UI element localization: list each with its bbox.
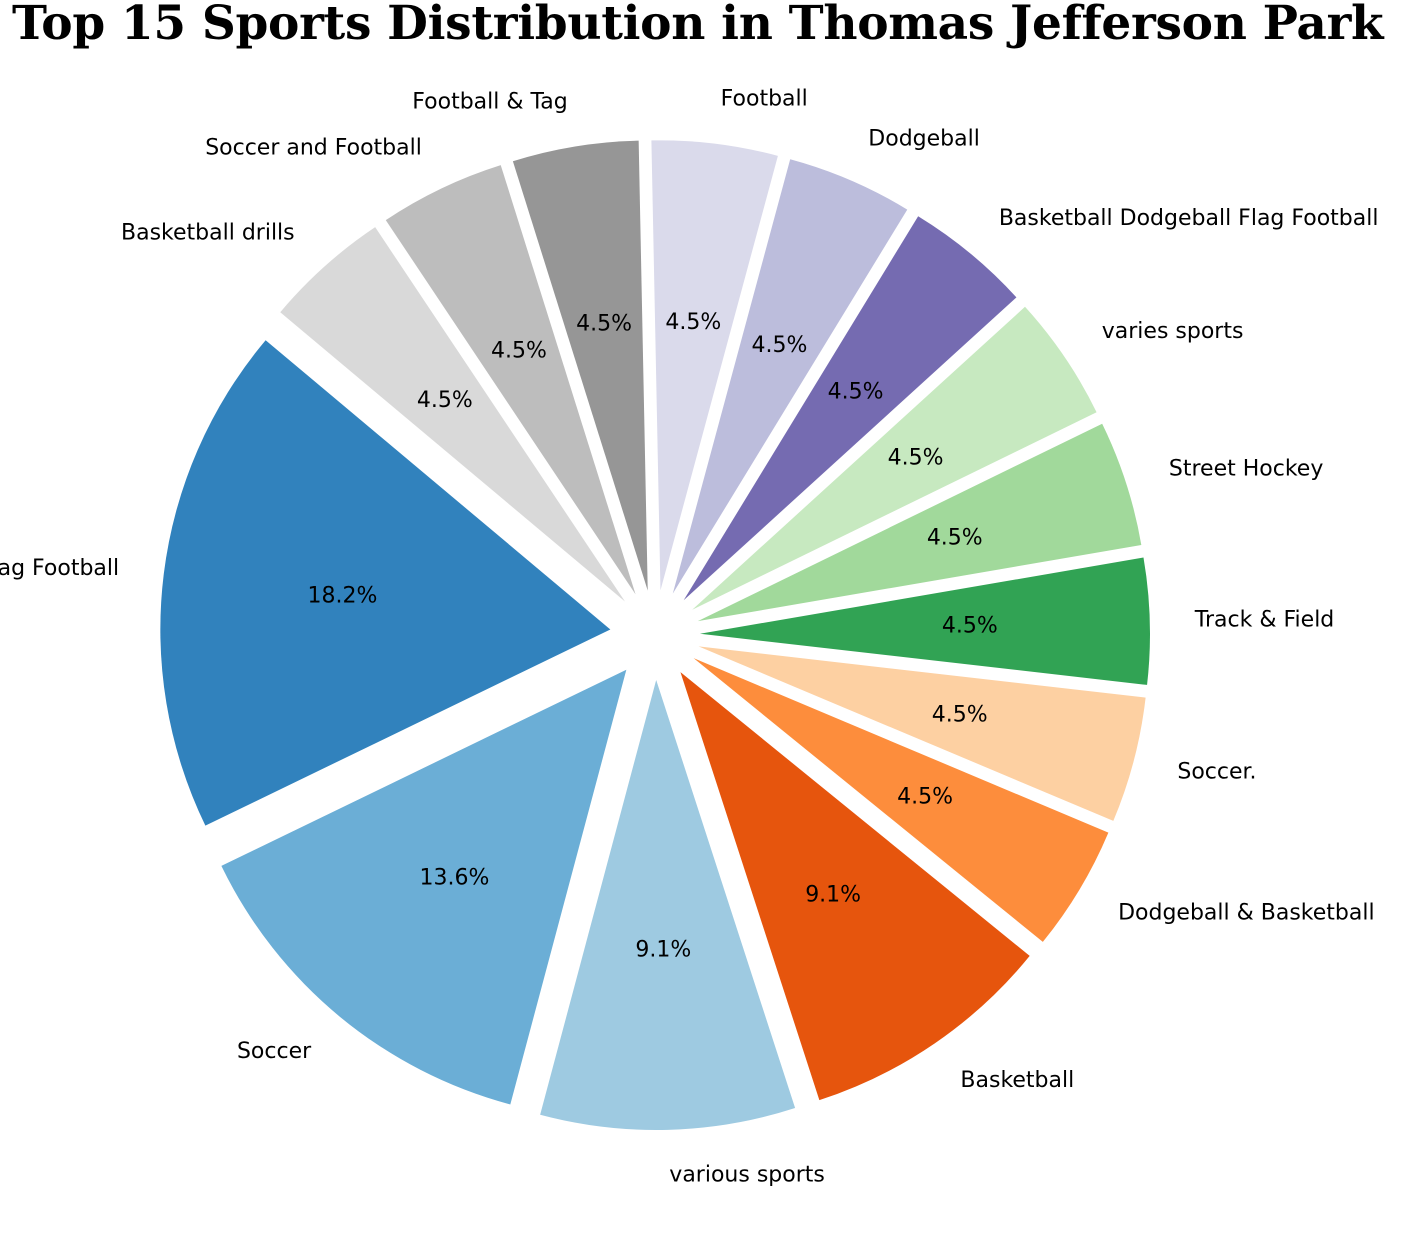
- slice-percent-label: 4.5%: [828, 380, 884, 405]
- slice-label: Flag Football: [0, 556, 119, 581]
- slice-percent-label: 4.5%: [897, 785, 953, 810]
- slice-percent-label: 18.2%: [307, 584, 377, 609]
- pie-slice: [280, 227, 625, 602]
- pie-slice: [693, 658, 1109, 942]
- slice-percent-label: 4.5%: [417, 388, 473, 413]
- slice-percent-label: 4.5%: [927, 526, 983, 551]
- slice-percent-label: 4.5%: [665, 310, 721, 335]
- pie-slice: [683, 216, 1017, 601]
- slice-percent-label: 13.6%: [419, 865, 489, 890]
- slice-label: Basketball: [960, 1068, 1074, 1093]
- slice-label: Football & Tag: [412, 90, 567, 115]
- pie-slice: [221, 669, 627, 1105]
- slice-label: Dodgeball: [868, 126, 980, 151]
- slice-percent-label: 4.5%: [751, 333, 807, 358]
- slice-percent-label: 4.5%: [491, 338, 547, 363]
- slice-percent-label: 9.1%: [635, 937, 691, 962]
- pie-slice: [672, 159, 908, 594]
- pie-slice: [699, 557, 1150, 685]
- slice-label: various sports: [669, 1162, 825, 1187]
- slice-label: Soccer and Football: [205, 135, 422, 160]
- slice-label: Football: [721, 87, 808, 112]
- pie-slice: [385, 165, 636, 595]
- pie-slice: [160, 340, 611, 826]
- pie-slice: [512, 140, 648, 591]
- slice-label: Basketball Dodgeball Flag Football: [999, 206, 1379, 231]
- pie-slice: [540, 679, 796, 1130]
- pie-slice: [651, 140, 778, 591]
- slice-percent-label: 9.1%: [805, 882, 861, 907]
- slice-percent-label: 4.5%: [932, 702, 988, 727]
- slice-percent-label: 4.5%: [888, 446, 944, 471]
- pie-slice: [698, 646, 1146, 821]
- pie-slice: [680, 672, 1030, 1101]
- slice-label: Street Hockey: [1169, 457, 1323, 482]
- slice-label: Soccer: [237, 1039, 312, 1064]
- slice-percent-label: 4.5%: [942, 614, 998, 639]
- slice-percent-label: 4.5%: [576, 312, 632, 337]
- slice-label: Soccer.: [1177, 759, 1256, 784]
- slice-label: Basketball drills: [121, 220, 295, 245]
- pie-slice: [692, 306, 1097, 610]
- slice-label: varies sports: [1102, 319, 1244, 344]
- chart-title: Top 15 Sports Distribution in Thomas Jef…: [12, 0, 1384, 51]
- pie-slice: [697, 423, 1142, 622]
- slice-label: Track & Field: [1194, 607, 1335, 632]
- slice-label: Dodgeball & Basketball: [1118, 900, 1375, 925]
